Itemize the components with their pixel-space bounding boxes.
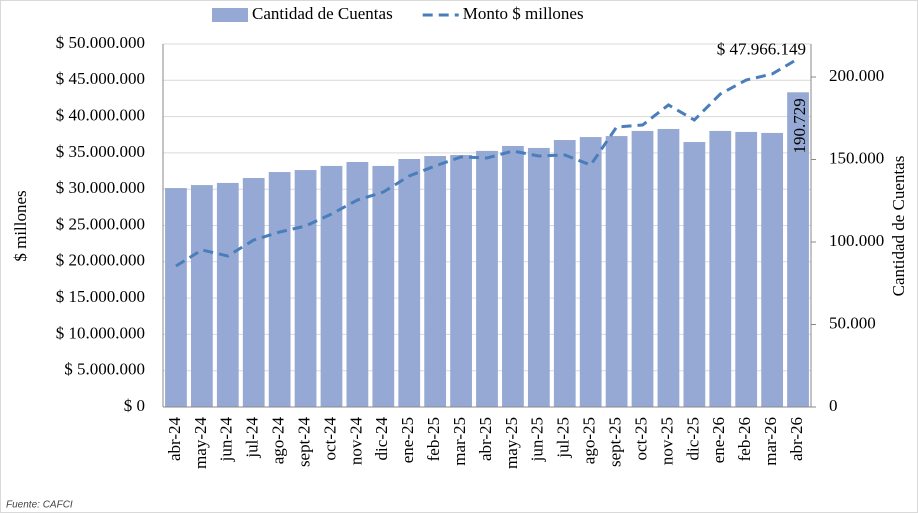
y-tick-label: $ 25.000.000 bbox=[56, 214, 145, 233]
line bbox=[175, 57, 799, 268]
legend-label: Monto $ millones bbox=[463, 4, 584, 23]
line-value-label: $ 47.966.149 bbox=[717, 40, 806, 59]
y2-tick-label: 0 bbox=[829, 396, 838, 415]
y-tick-label: $ 10.000.000 bbox=[56, 323, 145, 342]
x-tick-label: may-24 bbox=[191, 417, 210, 469]
y2-tick-label: 150.000 bbox=[829, 148, 884, 167]
bar bbox=[320, 165, 343, 407]
bar bbox=[709, 130, 732, 407]
bar bbox=[268, 172, 291, 407]
y2-axis-title: Cantidad de Cuentas bbox=[889, 156, 908, 297]
bar bbox=[398, 159, 421, 407]
y2-tick-label: 100.000 bbox=[829, 231, 884, 250]
x-tick-label: may-25 bbox=[502, 417, 521, 469]
bar bbox=[527, 147, 550, 407]
y-tick-label: $ 5.000.000 bbox=[64, 360, 145, 379]
x-tick-label: nov-24 bbox=[346, 417, 365, 466]
bar bbox=[787, 92, 809, 407]
bar bbox=[450, 155, 472, 407]
y2-tick-label: 200.000 bbox=[829, 66, 884, 85]
x-tick-label: oct-24 bbox=[320, 417, 339, 461]
x-tick-label: oct-25 bbox=[631, 417, 650, 460]
y-tick-label: $ 50.000.000 bbox=[56, 33, 145, 52]
y-tick-label: $ 40.000.000 bbox=[56, 106, 145, 125]
x-tick-label: mar-26 bbox=[761, 417, 780, 466]
bar bbox=[605, 136, 628, 407]
bar bbox=[735, 131, 758, 407]
x-tick-label: dic-25 bbox=[683, 417, 702, 460]
bar bbox=[190, 185, 213, 407]
x-tick-label: ago-25 bbox=[580, 417, 599, 464]
source: Fuente: CAFCI bbox=[6, 500, 73, 511]
y-tick-label: $ 35.000.000 bbox=[56, 142, 145, 161]
bar bbox=[372, 165, 395, 407]
x-tick-label: ago-24 bbox=[269, 417, 288, 465]
y-tick-label: $ 30.000.000 bbox=[56, 178, 145, 197]
bar bbox=[683, 142, 706, 407]
y2-tick-label: 50.000 bbox=[829, 313, 876, 332]
y-tick-label: $ 0 bbox=[124, 396, 145, 415]
x-tick-label: jun-25 bbox=[528, 417, 547, 462]
bar bbox=[476, 150, 498, 408]
y-tick-label: $ 15.000.000 bbox=[56, 287, 145, 306]
x-tick-label: jul-25 bbox=[554, 417, 573, 459]
x-tick-label: sept-25 bbox=[606, 417, 625, 467]
x-tick-label: nov-25 bbox=[657, 417, 676, 465]
bar bbox=[761, 132, 784, 407]
x-tick-label: abr-25 bbox=[476, 417, 495, 461]
y-tick-label: $ 45.000.000 bbox=[56, 69, 145, 88]
x-tick-label: feb-25 bbox=[424, 417, 443, 461]
bar bbox=[165, 188, 187, 407]
bar bbox=[657, 128, 680, 407]
y-axis-title: $ millones bbox=[11, 190, 30, 261]
x-tick-label: abr-24 bbox=[165, 417, 184, 462]
legend-swatch bbox=[212, 8, 248, 22]
x-tick-label: dic-24 bbox=[372, 417, 391, 461]
bar bbox=[294, 170, 317, 407]
x-tick-label: abr-26 bbox=[787, 417, 806, 461]
x-tick-label: jun-24 bbox=[217, 417, 236, 463]
bar bbox=[631, 130, 654, 407]
x-tick-label: mar-25 bbox=[450, 417, 469, 466]
x-tick-label: jul-24 bbox=[243, 417, 262, 459]
x-tick-label: ene-26 bbox=[709, 417, 728, 463]
bar-value-label: 190.729 bbox=[790, 98, 809, 153]
x-tick-label: feb-26 bbox=[735, 417, 754, 461]
bar bbox=[502, 145, 524, 407]
legend-label: Cantidad de Cuentas bbox=[252, 4, 393, 23]
x-tick-label: ene-25 bbox=[398, 417, 417, 463]
bar bbox=[553, 140, 576, 407]
bar bbox=[424, 156, 447, 407]
bar bbox=[242, 177, 265, 407]
y-tick-label: $ 20.000.000 bbox=[56, 251, 145, 270]
x-tick-label: sept-24 bbox=[294, 417, 313, 468]
bar bbox=[579, 137, 602, 407]
bar bbox=[346, 161, 369, 407]
bar bbox=[216, 182, 239, 407]
